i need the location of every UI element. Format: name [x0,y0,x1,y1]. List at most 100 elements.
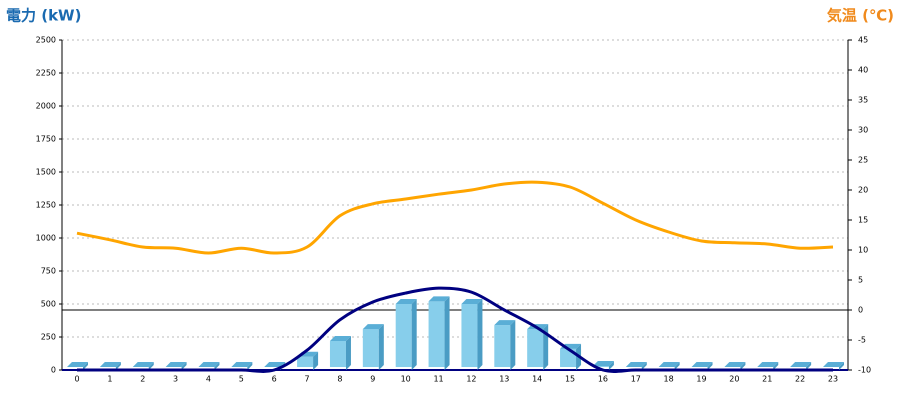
x-tick-label: 13 [499,375,509,384]
y-axis-title: 電力 (kW) [6,7,81,25]
x-tick-label: 4 [206,375,211,384]
x-tick-label: 11 [433,375,443,384]
y2-tick-label: 20 [858,186,868,195]
bar-side [674,362,680,370]
bar-side [83,362,88,370]
y-tick-label: 500 [41,300,56,309]
bar-top [329,335,351,341]
x-tick-label: 23 [828,375,838,384]
y-tick-label: 1000 [36,234,56,243]
y-tick-label: 1500 [36,168,56,177]
x-tick-label: 22 [795,375,805,384]
bar [362,329,379,367]
bar [329,340,346,367]
bar-top [592,361,614,367]
x-tick-label: 15 [565,375,575,384]
y-tick-label: 1750 [36,135,56,144]
bar-top [67,362,88,367]
bar [395,304,412,367]
bar-side [148,362,154,370]
y2-tick-label: 40 [858,66,868,75]
bar-side [740,362,746,370]
bar-top [494,320,516,326]
x-tick-label: 12 [466,375,476,384]
bar-side [608,361,614,370]
y2-tick-label: -5 [858,336,866,345]
bar-top [691,362,713,367]
bar-side [510,320,516,370]
y-tick-label: 1250 [36,201,56,210]
bar-top [757,362,779,367]
y-tick-label: 2250 [36,69,56,78]
bar-top [823,362,844,367]
x-tick-label: 14 [532,375,542,384]
bar-side [806,362,812,370]
x-tick-label: 8 [337,375,342,384]
bar-side [313,351,319,370]
y-tick-label: 0 [51,366,56,375]
y-tick-label: 2000 [36,102,56,111]
bar-top [264,362,286,367]
bar-side [773,362,779,370]
y2-axis-title: 気温 (℃) [827,7,894,25]
x-tick-label: 3 [173,375,178,384]
y2-tick-label: 0 [858,306,863,315]
y2-tick-label: 25 [858,156,868,165]
x-tick-label: 5 [239,375,244,384]
y-tick-label: 2500 [36,36,56,45]
x-tick-label: 1 [107,375,112,384]
x-tick-label: 10 [401,375,411,384]
bar-top [724,362,746,367]
bar-top [362,324,384,330]
y2-tick-label: 10 [858,246,868,255]
bar-side [247,362,253,370]
bar-top [165,362,187,367]
x-tick-label: 7 [305,375,310,384]
bar [461,304,478,367]
line [76,286,833,373]
y2-tick-label: 30 [858,126,868,135]
bar-top [625,362,647,367]
x-tick-label: 9 [370,375,375,384]
bar-side [839,362,844,370]
bar-top [658,362,680,367]
x-tick-label: 19 [696,375,706,384]
y2-tick-label: 45 [858,36,868,45]
bar [592,366,609,367]
bar [560,348,577,367]
bar-top [790,362,812,367]
bar [527,329,544,367]
bar-top [461,299,483,304]
bar-side [641,362,647,370]
bar-top [198,362,220,367]
x-tick-label: 21 [762,375,772,384]
bar-top [99,362,121,367]
bar-side [181,362,187,370]
y-tick-label: 750 [41,267,56,276]
x-tick-label: 17 [631,375,641,384]
x-tick-label: 2 [140,375,145,384]
bar-side [378,324,384,370]
y-tick-label: 250 [41,333,56,342]
y2-tick-label: 35 [858,96,868,105]
y2-tick-label: 15 [858,216,868,225]
bar-side [707,362,713,370]
bar-side [444,296,450,370]
bar [428,301,445,367]
bar [494,325,511,367]
bar-side [477,299,483,370]
bar-side [345,335,351,370]
y2-tick-label: -10 [858,366,871,375]
bar-side [411,299,417,370]
x-tick-label: 0 [74,375,79,384]
bar-top [231,362,253,367]
y2-tick-label: 5 [858,276,863,285]
x-tick-label: 18 [664,375,674,384]
bar-side [214,362,220,370]
bar-side [115,362,121,370]
bar-top [428,296,450,302]
x-tick-label: 20 [729,375,739,384]
bar [297,356,314,367]
x-tick-label: 16 [598,375,608,384]
